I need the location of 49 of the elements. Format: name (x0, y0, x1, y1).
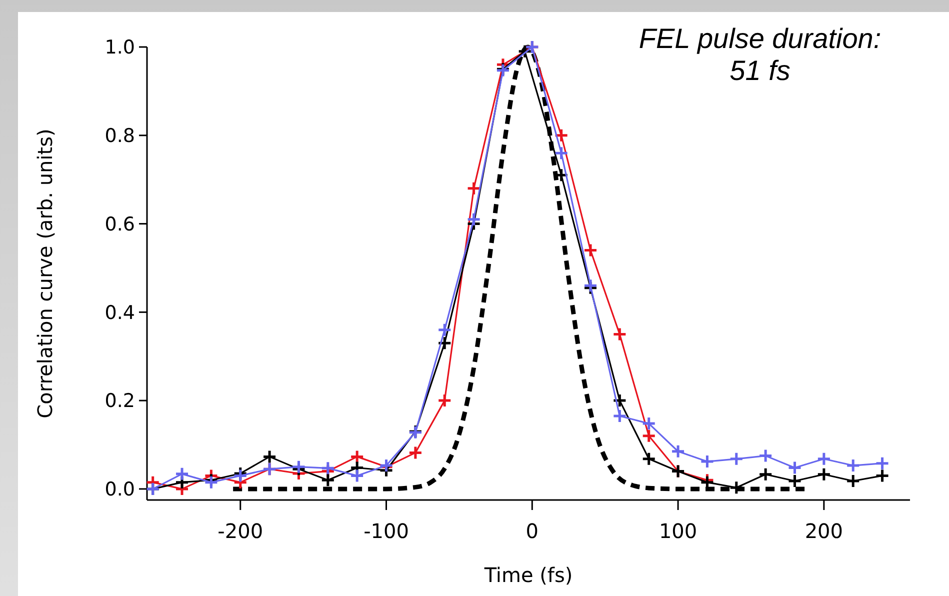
point (437, 336, 452, 350)
x-axis-title: Time (fs) (483, 563, 573, 587)
point (320, 472, 336, 488)
point (642, 452, 656, 466)
point (262, 449, 277, 464)
point (612, 327, 627, 342)
point (437, 322, 452, 338)
point (846, 458, 860, 473)
y-tick-label: 1.0 (104, 36, 135, 59)
point (408, 445, 423, 460)
point (816, 467, 832, 482)
point (729, 452, 744, 466)
y-tick-label: 0.8 (104, 125, 135, 148)
point (554, 146, 569, 160)
y-axis-title: Correlation curve (arb. units) (33, 128, 57, 418)
point (875, 468, 890, 483)
point (758, 467, 773, 482)
annotation: FEL pulse duration: 51 fs (638, 23, 882, 86)
point (788, 474, 802, 488)
point (612, 408, 627, 424)
point (875, 456, 890, 471)
x-tick-label: 200 (804, 519, 844, 543)
point (758, 448, 773, 464)
y-tick-label: 0.4 (104, 302, 135, 324)
x-tick-label: 0 (526, 519, 539, 543)
point (174, 466, 190, 482)
point (642, 428, 656, 444)
point (612, 393, 627, 408)
point (466, 181, 482, 196)
point (642, 416, 656, 431)
x-tick-label: -200 (218, 519, 264, 543)
y-tick-label: 0.0 (104, 478, 135, 501)
point (729, 480, 744, 495)
x-tick-label: -100 (364, 519, 409, 543)
point (437, 393, 452, 408)
point (788, 460, 802, 475)
x-tick-label: 100 (658, 519, 698, 543)
point (816, 452, 832, 466)
y-tick-label: 0.2 (104, 390, 135, 412)
point (350, 449, 364, 464)
point (670, 444, 686, 459)
point (583, 243, 598, 258)
point (700, 454, 714, 469)
point (554, 128, 569, 143)
point (350, 468, 364, 483)
y-tick-label: 0.6 (104, 213, 135, 236)
point (466, 212, 482, 227)
point (846, 474, 860, 488)
point (320, 460, 336, 476)
